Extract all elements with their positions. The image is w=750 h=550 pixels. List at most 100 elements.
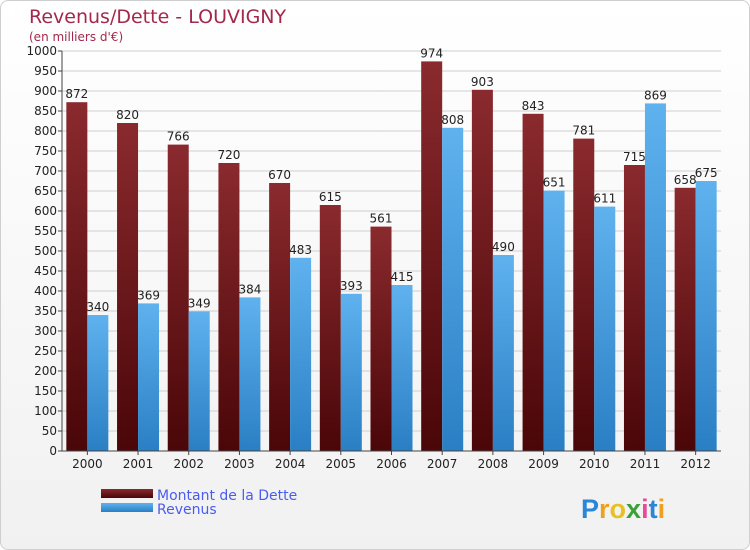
bar-revenus-2007 xyxy=(442,127,464,452)
data-label-debt-2005: 615 xyxy=(319,190,342,204)
data-label-revenus-2004: 483 xyxy=(289,243,312,257)
data-label-revenus-2006: 415 xyxy=(391,270,414,284)
bar-revenus-2003 xyxy=(239,297,261,451)
bar-revenus-2005 xyxy=(340,293,362,451)
data-label-debt-2001: 820 xyxy=(116,108,139,122)
y-tick-label: 300 xyxy=(34,324,57,338)
bar-revenus-2012 xyxy=(695,181,717,451)
y-tick-label: 450 xyxy=(34,264,57,278)
svg-text:Proxiti: Proxiti xyxy=(581,494,665,524)
bar-revenus-2001 xyxy=(138,303,160,451)
bar-debt-2012 xyxy=(674,187,696,452)
logo-letter: x xyxy=(626,494,641,524)
chart-subtitle: (en milliers d'€) xyxy=(29,30,123,44)
bars xyxy=(66,61,717,452)
y-tick-label: 250 xyxy=(34,344,57,358)
data-label-debt-2008: 903 xyxy=(471,75,494,89)
x-tick-label-2000: 2000 xyxy=(72,457,103,471)
data-label-revenus-2012: 675 xyxy=(695,166,718,180)
y-tick-label: 850 xyxy=(34,104,57,118)
data-label-debt-2009: 843 xyxy=(522,99,545,113)
proxiti-logo: Proxiti xyxy=(581,494,665,524)
x-tick-label-2005: 2005 xyxy=(326,457,357,471)
x-tick-label-2010: 2010 xyxy=(579,457,610,471)
logo-letter: i xyxy=(641,494,649,524)
data-label-debt-2003: 720 xyxy=(217,148,240,162)
bar-revenus-2004 xyxy=(290,257,312,451)
data-label-revenus-2011: 869 xyxy=(644,88,667,102)
bar-debt-2008 xyxy=(471,89,493,452)
x-tick-label-2006: 2006 xyxy=(376,457,407,471)
y-tick-label: 950 xyxy=(34,64,57,78)
y-tick-label: 550 xyxy=(34,224,57,238)
y-tick-label: 600 xyxy=(34,204,57,218)
bar-debt-2010 xyxy=(573,138,595,451)
logo-letter: r xyxy=(599,494,610,524)
data-label-debt-2007: 974 xyxy=(420,46,443,60)
bar-debt-2004 xyxy=(269,183,291,451)
y-tick-label: 400 xyxy=(34,284,57,298)
data-label-revenus-2001: 369 xyxy=(137,288,160,302)
y-tick-label: 200 xyxy=(34,364,57,378)
data-label-revenus-2003: 384 xyxy=(238,282,261,296)
bar-revenus-2006 xyxy=(391,285,413,451)
bar-debt-2011 xyxy=(623,165,645,451)
x-tick-label-2009: 2009 xyxy=(528,457,559,471)
y-tick-label: 800 xyxy=(34,124,57,138)
data-label-revenus-2005: 393 xyxy=(340,279,363,293)
bar-debt-2005 xyxy=(319,205,341,451)
legend-swatch-debt xyxy=(101,489,153,498)
y-axis-ticks: 0 50 100 150 200 250 300 350 400 450 500 550 600 650 7… xyxy=(26,44,62,458)
bar-revenus-2002 xyxy=(188,311,210,451)
bar-revenus-2010 xyxy=(594,206,616,451)
bar-revenus-2011 xyxy=(644,103,666,452)
data-label-debt-2002: 766 xyxy=(167,130,190,144)
y-tick-label: 700 xyxy=(34,164,57,178)
x-tick-label-2003: 2003 xyxy=(224,457,255,471)
x-tick-label-2007: 2007 xyxy=(427,457,458,471)
y-tick-label: 650 xyxy=(34,184,57,198)
data-label-debt-2006: 561 xyxy=(370,212,393,226)
data-label-debt-2012: 658 xyxy=(674,173,697,187)
bar-debt-2009 xyxy=(522,113,544,452)
logo-letter: t xyxy=(649,494,658,524)
chart-title: Revenus/Dette - LOUVIGNY xyxy=(29,6,287,28)
legend: Montant de la Dette Revenus xyxy=(101,488,297,518)
y-tick-label: 900 xyxy=(34,84,57,98)
x-tick-label-2004: 2004 xyxy=(275,457,306,471)
bar-debt-2001 xyxy=(117,123,139,451)
x-tick-label-2001: 2001 xyxy=(123,457,154,471)
logo-letter: o xyxy=(610,494,627,524)
x-tick-label-2008: 2008 xyxy=(478,457,509,471)
data-label-revenus-2007: 808 xyxy=(441,113,464,127)
x-axis-ticks: 2000 2001 2002 2003 2004 2005 2006 2007 2008 2009… xyxy=(72,451,711,471)
y-tick-label: 500 xyxy=(34,244,57,258)
y-tick-label: 150 xyxy=(34,384,57,398)
y-tick-label: 50 xyxy=(42,424,57,438)
legend-swatch-revenus xyxy=(101,503,153,512)
bar-debt-2002 xyxy=(167,144,189,451)
data-label-revenus-2008: 490 xyxy=(492,240,515,254)
x-tick-label-2012: 2012 xyxy=(680,457,711,471)
bar-revenus-2009 xyxy=(543,190,565,451)
bar-revenus-2000 xyxy=(87,315,109,451)
legend-label-revenus: Revenus xyxy=(157,502,217,518)
legend-label-debt: Montant de la Dette xyxy=(157,488,297,504)
bar-debt-2000 xyxy=(66,102,88,451)
y-tick-label: 350 xyxy=(34,304,57,318)
y-tick-label: 1000 xyxy=(26,44,57,58)
data-labels: 872 340 820 369 766 349 720 384 670 483 615 393 561 4… xyxy=(65,46,717,314)
x-tick-label-2002: 2002 xyxy=(173,457,204,471)
bar-debt-2003 xyxy=(218,163,240,451)
x-tick-label-2011: 2011 xyxy=(630,457,661,471)
y-tick-label: 100 xyxy=(34,404,57,418)
bar-debt-2006 xyxy=(370,226,392,451)
logo-letter: P xyxy=(581,494,599,524)
y-tick-label: 0 xyxy=(49,444,57,458)
data-label-debt-2010: 781 xyxy=(572,124,595,138)
logo-letter: i xyxy=(658,494,666,524)
y-tick-label: 750 xyxy=(34,144,57,158)
data-label-revenus-2010: 611 xyxy=(593,192,616,206)
